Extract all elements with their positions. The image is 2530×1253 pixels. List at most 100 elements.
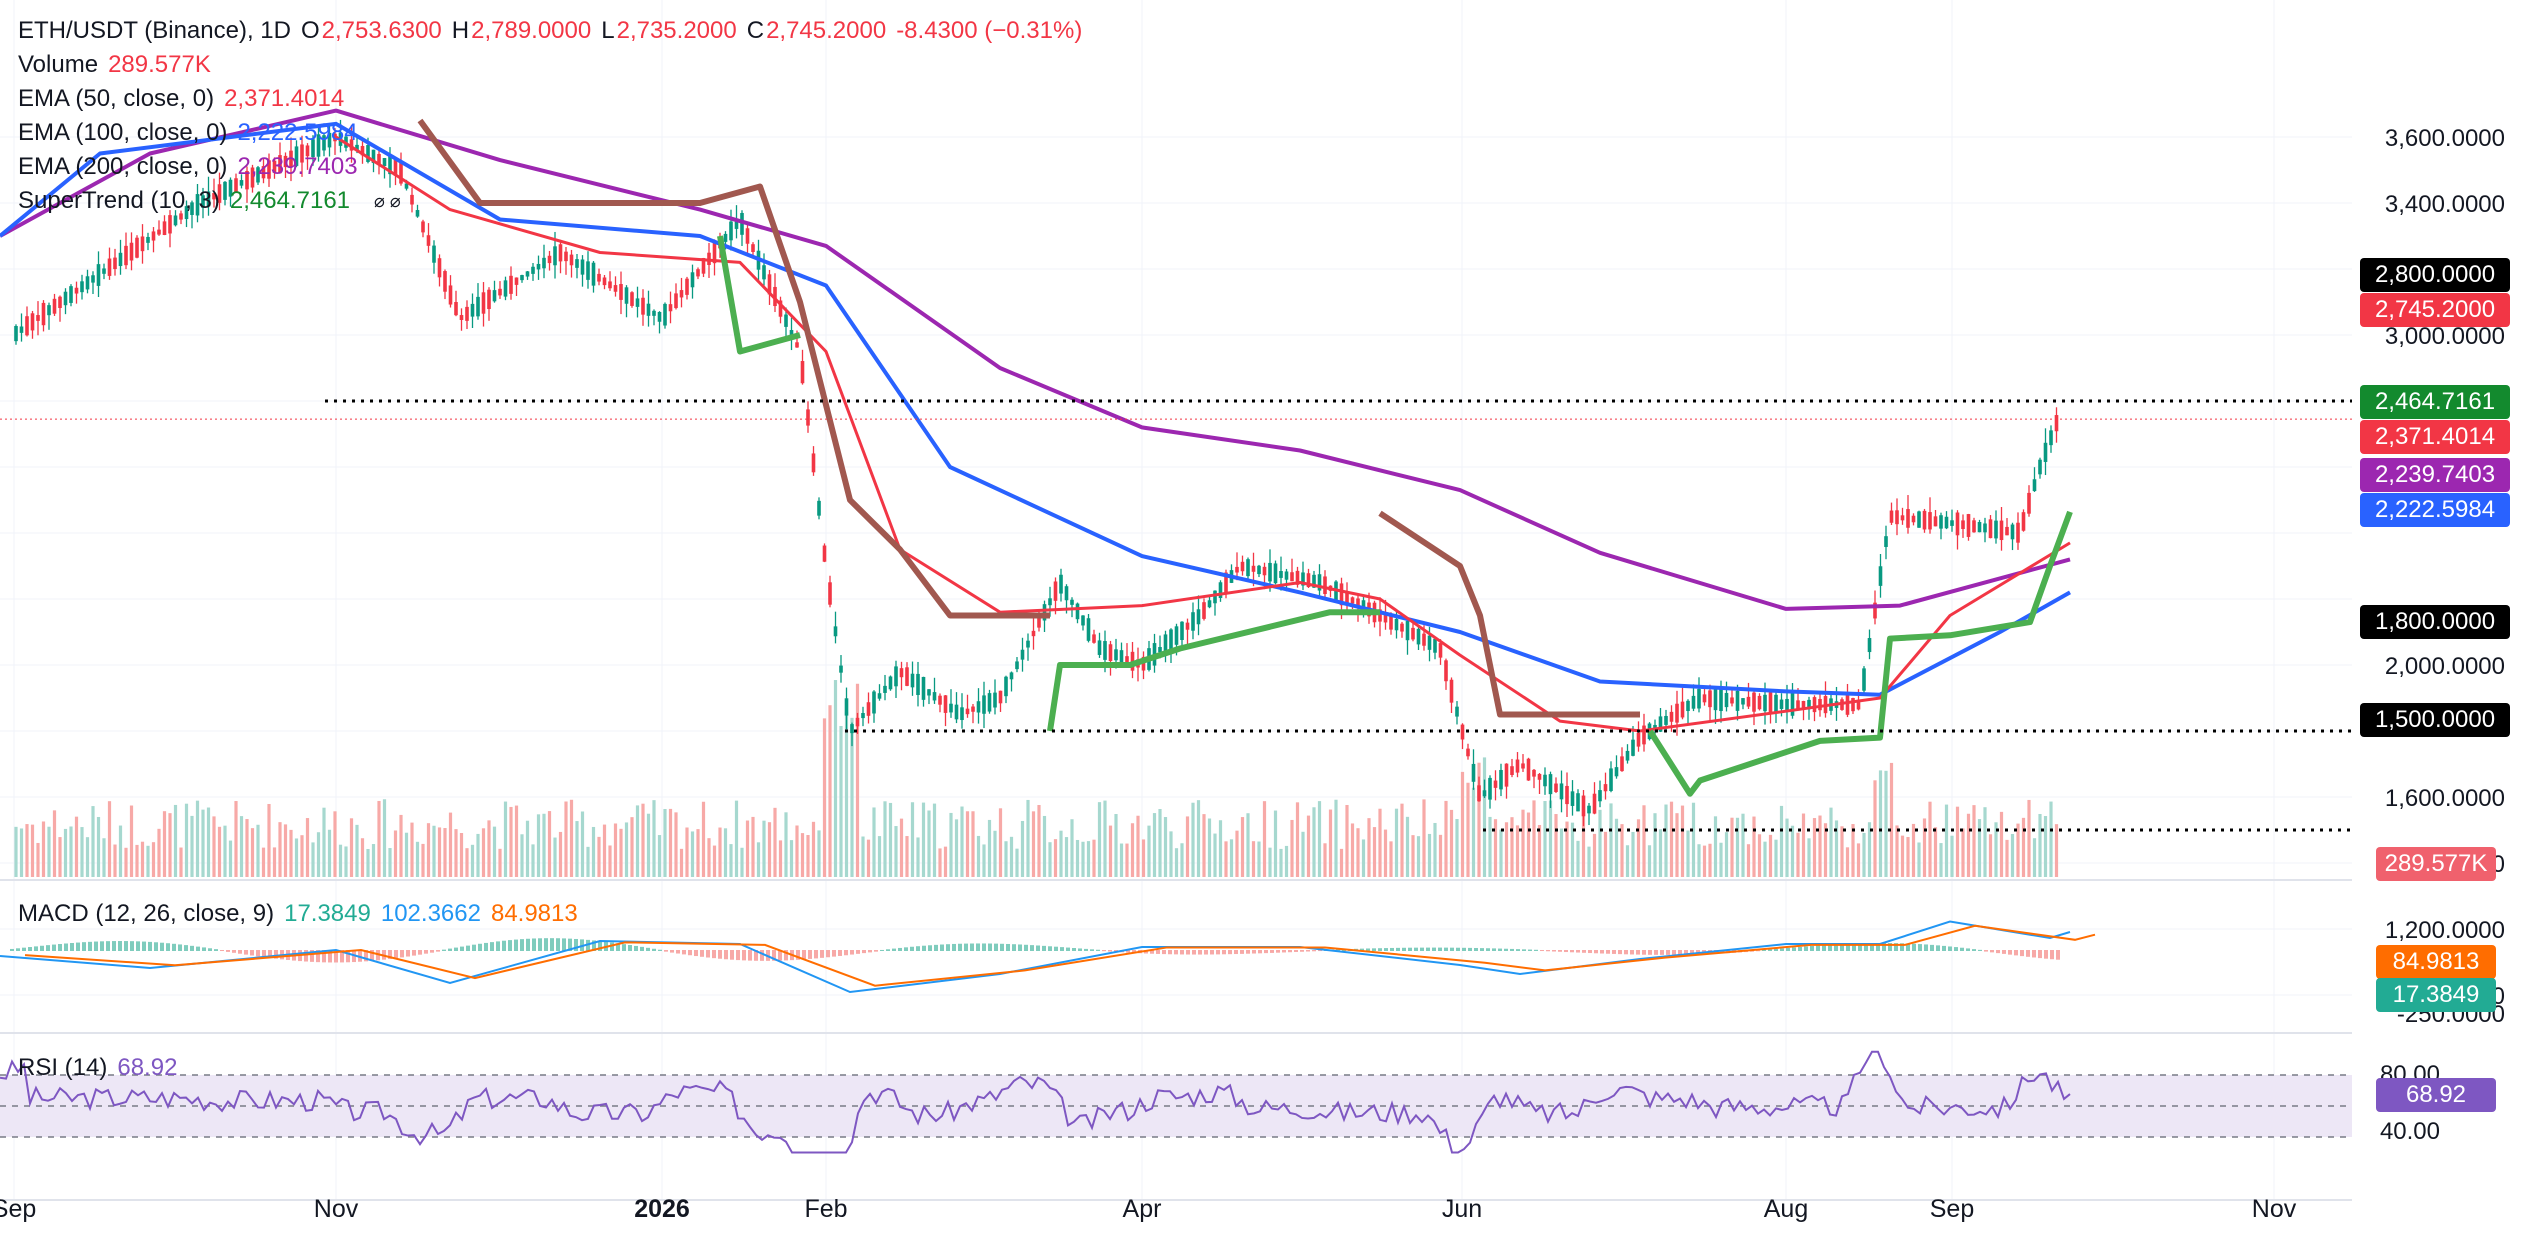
macd-histogram-bar	[1600, 950, 1604, 954]
candle-body	[47, 305, 51, 316]
macd-histogram-bar	[316, 950, 320, 963]
volume-bar	[1801, 813, 1806, 877]
candle-body	[685, 278, 689, 295]
candle-body	[1026, 640, 1030, 648]
macd-histogram-bar	[406, 950, 410, 957]
volume-bar	[2021, 817, 2026, 877]
macd-histogram-bar	[1444, 947, 1448, 951]
candle-body	[157, 229, 161, 235]
hidden-icon[interactable]: ⌀ ⌀	[374, 191, 401, 211]
candle-body	[1031, 630, 1036, 637]
macd-histogram-bar	[538, 938, 542, 951]
volume-bars	[14, 680, 2059, 877]
candle-body	[410, 194, 414, 205]
candle-body	[943, 695, 948, 713]
volume-bar	[1983, 807, 1987, 877]
volume-bar	[872, 807, 876, 877]
macd-histogram-bar	[1468, 947, 1472, 951]
macd-histogram-bar	[874, 950, 878, 952]
macd-histogram-bar	[1096, 949, 1100, 951]
volume-bar	[514, 805, 519, 877]
macd-histogram-bar	[778, 950, 782, 961]
symbol-row[interactable]: ETH/USDT (Binance), 1D O 2,753.6300 H 2,78…	[18, 14, 1082, 48]
candle-body	[1785, 698, 1789, 711]
macd-histogram-bar	[46, 945, 50, 951]
candle-body	[1708, 690, 1712, 708]
candle-body	[1004, 676, 1008, 697]
volume-bar	[1339, 848, 1344, 877]
macd-histogram-bar	[1918, 944, 1922, 951]
candle-body	[564, 251, 568, 262]
legend-volume[interactable]: Volume 289.577K	[18, 48, 1082, 82]
candle-body	[1851, 698, 1855, 712]
macd-histogram-bar	[1936, 945, 1940, 951]
volume-bar	[1246, 813, 1250, 877]
macd-histogram-bar	[1402, 947, 1406, 951]
macd-histogram-bar	[190, 945, 194, 951]
legend-ema-50[interactable]: EMA (50, close, 0) 2,371.4014	[18, 82, 1082, 116]
candle-body	[745, 228, 750, 244]
macd-histogram-bar	[868, 950, 872, 953]
macd-histogram-bar	[844, 950, 848, 956]
candle-body	[740, 212, 744, 235]
time-axis-label: 2026	[634, 1195, 690, 1223]
candle-body	[52, 298, 57, 314]
candle-body	[476, 296, 480, 317]
volume-bar	[184, 803, 189, 877]
volume-bar	[635, 805, 640, 877]
volume-bar	[366, 848, 370, 877]
candle-body	[1279, 570, 1283, 578]
macd-histogram-bar	[2020, 950, 2024, 957]
volume-bar	[47, 826, 51, 877]
legend-ema-200[interactable]: EMA (200, close, 0) 2,239.7403	[18, 150, 1082, 184]
candle-body	[1856, 699, 1861, 710]
macd-histogram-bar	[568, 938, 572, 951]
candle-body	[1037, 618, 1041, 628]
ema-200-line	[0, 108, 2071, 611]
open-value: 2,753.6300	[321, 17, 442, 44]
candle-body	[1961, 520, 1965, 529]
volume-bar	[1086, 841, 1091, 877]
price-axis-label: 1,600.0000	[2385, 785, 2505, 812]
candle-body	[822, 545, 827, 562]
volume-bar	[1603, 831, 1608, 877]
change-value: -8.4300 (−0.31%)	[896, 17, 1083, 44]
candle-body	[1939, 515, 1943, 529]
macd-histogram-bar	[988, 943, 992, 951]
legend-supertrend[interactable]: SuperTrend (10, 3) 2,464.7161 ⌀ ⌀	[18, 184, 1082, 218]
volume-bar	[531, 844, 535, 877]
candle-body	[168, 215, 172, 234]
macd-histogram-bar	[1162, 950, 1166, 955]
volume-bar	[1372, 827, 1377, 877]
candle-body	[624, 287, 629, 304]
candle-body	[349, 139, 354, 151]
volume-bar	[1262, 801, 1267, 877]
volume-bar	[1493, 819, 1498, 877]
horizontal-levels[interactable]	[0, 399, 2352, 832]
macd-histogram-bar	[934, 944, 938, 951]
macd-histogram-bar	[1894, 943, 1898, 951]
candle-body	[448, 285, 453, 305]
volume-bar	[613, 823, 618, 877]
macd-legend[interactable]: MACD (12, 26, close, 9) 17.3849 102.3662…	[18, 897, 578, 931]
volume-bar	[1532, 800, 1536, 877]
volume-bar	[1196, 800, 1201, 877]
volume-bar	[69, 826, 73, 877]
volume-bar	[943, 846, 948, 877]
volume-bar	[1213, 833, 1217, 877]
volume-bar	[1350, 823, 1355, 877]
macd-histogram-bar	[1858, 943, 1862, 951]
legend-ema-100[interactable]: EMA (100, close, 0) 2,222.5984	[18, 116, 1082, 150]
macd-histogram-bar	[1312, 950, 1316, 952]
macd-histogram-bar	[1174, 950, 1178, 955]
candle-body	[102, 268, 106, 274]
macd-histogram-bar	[1054, 946, 1058, 951]
volume-bar	[1130, 823, 1135, 877]
macd-histogram-bar	[1150, 950, 1154, 954]
volume-bar	[1031, 811, 1036, 877]
volume-bar	[619, 828, 623, 877]
volume-bar	[883, 801, 887, 877]
rsi-legend[interactable]: RSI (14) 68.92	[18, 1051, 177, 1085]
candle-body	[1064, 586, 1069, 601]
